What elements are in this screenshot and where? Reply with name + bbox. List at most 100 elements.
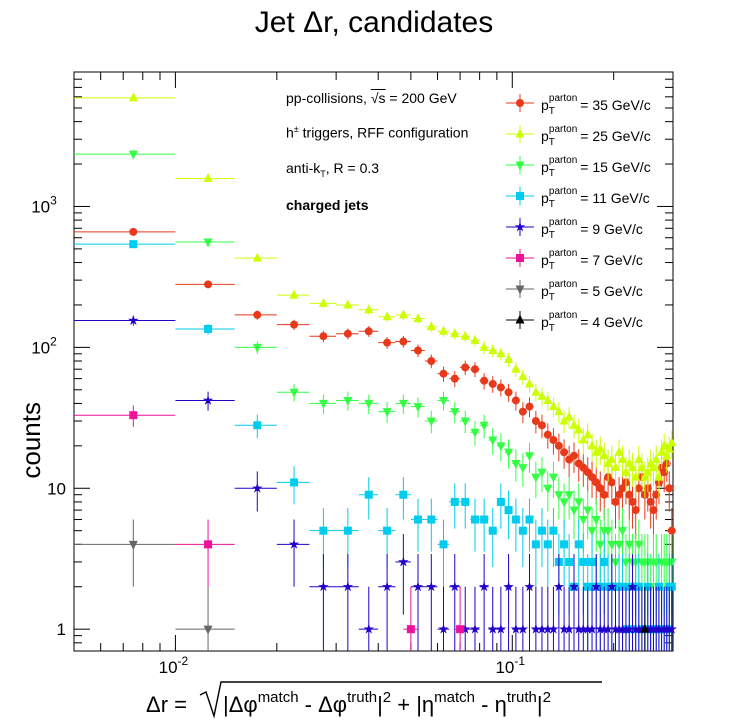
legend-label: pTparton = 7 GeV/c (541, 248, 643, 272)
data-point (554, 406, 564, 416)
data-point (531, 473, 541, 483)
data-point (553, 581, 565, 592)
data-point (439, 369, 448, 378)
data-point (504, 448, 514, 458)
data-point (426, 581, 437, 592)
data-point (599, 450, 609, 460)
data-point (628, 497, 637, 506)
y-axis-label: counts (16, 402, 46, 479)
data-point (621, 466, 631, 476)
data-point (587, 527, 597, 537)
data-point (511, 459, 521, 469)
data-point (600, 557, 609, 566)
data-point (426, 417, 436, 427)
data-point (398, 309, 408, 319)
data-point (128, 150, 138, 160)
data-point (364, 399, 374, 409)
legend-marker (516, 99, 524, 107)
data-point (496, 442, 506, 452)
data-point (614, 540, 624, 550)
data-point (665, 484, 674, 493)
data-point (574, 424, 584, 434)
data-point (531, 417, 540, 426)
data-point (289, 388, 299, 398)
legend-entry-2: pTparton = 15 GeV/c (506, 155, 651, 179)
y-tick-label: 1 (57, 620, 66, 639)
data-point (558, 623, 570, 634)
data-point (591, 446, 601, 456)
data-point (495, 623, 507, 634)
data-point (631, 506, 640, 515)
data-point (518, 407, 527, 416)
data-point (427, 515, 436, 524)
chart-title: Jet Δr, candidates (254, 6, 494, 39)
data-point (618, 484, 627, 493)
data-point (487, 623, 498, 634)
legend-label: pTparton = 5 GeV/c (541, 279, 643, 303)
data-point (504, 354, 514, 364)
data-point (600, 490, 609, 499)
data-point (460, 417, 470, 427)
data-point (363, 623, 374, 634)
data-point (518, 464, 528, 474)
data-point (611, 497, 620, 506)
data-point (537, 468, 547, 478)
data-point (578, 516, 588, 526)
data-point (382, 408, 392, 418)
data-point (563, 623, 575, 634)
data-point (667, 437, 677, 447)
legend-entry-5: pTparton = 7 GeV/c (506, 248, 643, 272)
data-point (549, 526, 558, 535)
legend-entry-1: pTparton = 25 GeV/c (506, 124, 651, 148)
data-point (202, 394, 214, 405)
data-point (364, 304, 374, 314)
data-point (252, 482, 263, 493)
data-point (582, 623, 593, 634)
data-point (480, 515, 489, 524)
data-point (470, 334, 480, 344)
data-point (450, 497, 459, 506)
data-point (595, 443, 605, 453)
data-point (560, 448, 569, 457)
data-point (543, 430, 552, 439)
data-point (253, 421, 262, 430)
data-point (381, 581, 393, 592)
series-5 (74, 405, 466, 651)
data-point (559, 415, 569, 425)
annotation-charged-jets: charged jets (286, 197, 369, 213)
data-point (204, 540, 213, 549)
data-point (574, 498, 584, 508)
data-point (129, 227, 138, 236)
annotation-collisions: pp-collisions, √s = 200 GeV (286, 90, 457, 106)
data-point (554, 491, 564, 501)
data-point (588, 557, 597, 566)
data-point (624, 540, 634, 550)
data-point (449, 581, 460, 592)
data-point (439, 396, 449, 406)
data-point (615, 490, 624, 499)
data-point (503, 581, 514, 592)
data-point (570, 451, 579, 460)
legend-marker (515, 314, 525, 324)
data-points (74, 92, 677, 651)
data-point (427, 357, 436, 366)
data-point (583, 429, 593, 439)
data-point (595, 540, 605, 550)
series-3 (74, 240, 676, 651)
data-point (203, 172, 213, 182)
legend-marker (515, 128, 525, 138)
series-0 (74, 227, 676, 567)
series-6 (74, 519, 235, 651)
axis-labels: 10-2 10-1 1 10 102 103 counts Δr = |Δφmatch - Δφ… (16, 193, 602, 719)
data-point (573, 623, 584, 634)
legend-entry-7: pTparton = 4 GeV/c (506, 310, 643, 334)
data-point (318, 399, 328, 409)
data-point (564, 491, 574, 501)
data-point (290, 320, 299, 329)
data-point (383, 526, 392, 535)
data-point (646, 497, 655, 506)
data-point (621, 558, 631, 568)
x-axis-label: Δr = |Δφmatch - Δφtruth|2 + |ηmatch - ηtr… (146, 681, 602, 719)
data-point (624, 623, 635, 634)
